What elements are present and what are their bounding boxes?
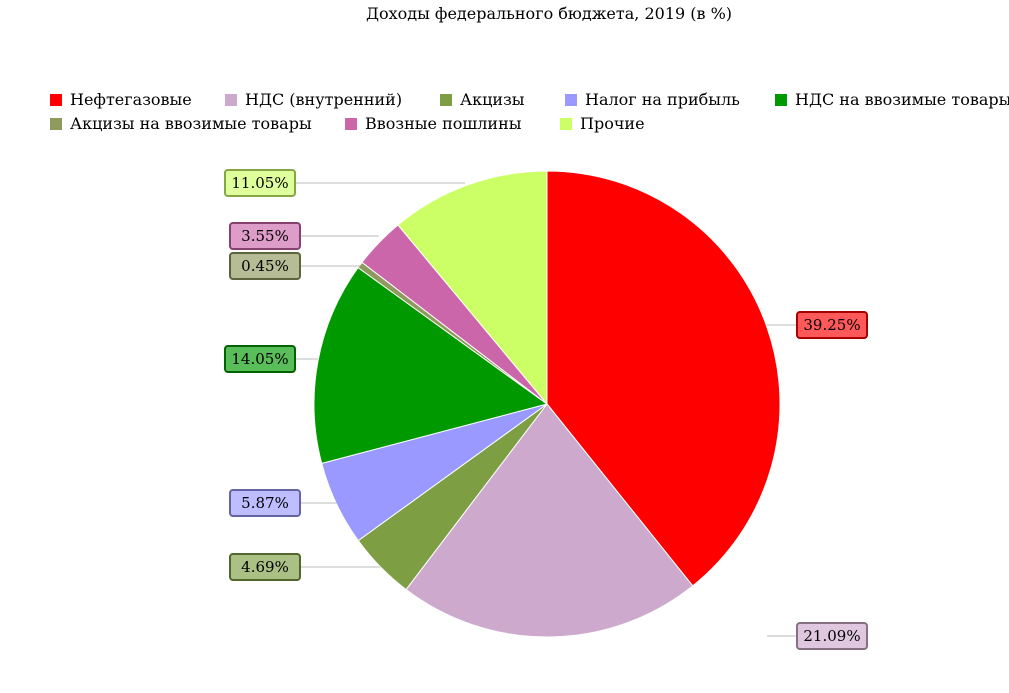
data-label: 4.69% (241, 558, 289, 576)
legend-item[interactable]: Прочие (560, 114, 645, 133)
data-label: 11.05% (231, 174, 288, 192)
legend-label: Прочие (580, 114, 645, 133)
data-label-box (229, 252, 301, 280)
legend-label: НДС на ввозимые товары (795, 90, 1009, 109)
legend-swatch (345, 117, 357, 130)
legend-label: Ввозные пошлины (365, 114, 522, 133)
legend-label: НДС (внутренний) (245, 90, 403, 109)
legend-item[interactable]: НДС на ввозимые товары (775, 90, 1009, 109)
legend-item[interactable]: Нефтегазовые (50, 90, 192, 109)
legend-label: Налог на прибыль (585, 90, 740, 109)
legend-label: Акцизы (460, 90, 525, 109)
data-label-box (796, 622, 868, 650)
legend-item[interactable]: Акцизы (440, 90, 525, 109)
data-label: 21.09% (803, 627, 860, 645)
data-label-box (229, 489, 301, 517)
legend-label: Нефтегазовые (70, 90, 192, 109)
data-label-box (224, 169, 296, 197)
pie-slice[interactable] (313, 266, 549, 464)
data-label: 14.05% (231, 350, 288, 368)
chart-title: Доходы федерального бюджета, 2019 (в %) (365, 4, 733, 23)
legend-swatch (225, 93, 237, 106)
legend-swatch (560, 117, 572, 130)
legend-swatch (440, 93, 452, 106)
data-label-box (229, 553, 301, 581)
data-label-box (796, 311, 868, 339)
data-label: 39.25% (803, 316, 860, 334)
data-label: 3.55% (241, 227, 289, 245)
pie-slice[interactable] (546, 170, 781, 587)
data-label-box (229, 222, 301, 250)
data-label: 5.87% (241, 494, 289, 512)
legend-swatch (50, 117, 62, 130)
legend-swatch (775, 93, 787, 106)
legend-swatch (50, 93, 62, 106)
data-label: 0.45% (241, 257, 289, 275)
legend-item[interactable]: Акцизы на ввозимые товары (50, 114, 312, 133)
legend-label: Акцизы на ввозимые товары (70, 114, 312, 133)
legend-swatch (565, 93, 577, 106)
legend-item[interactable]: Налог на прибыль (565, 90, 740, 109)
legend-item[interactable]: Ввозные пошлины (345, 114, 521, 133)
data-label-box (224, 345, 296, 373)
pie-slice[interactable] (405, 403, 694, 638)
pie-slice[interactable] (397, 170, 548, 406)
legend-item[interactable]: НДС (внутренний) (225, 90, 402, 109)
